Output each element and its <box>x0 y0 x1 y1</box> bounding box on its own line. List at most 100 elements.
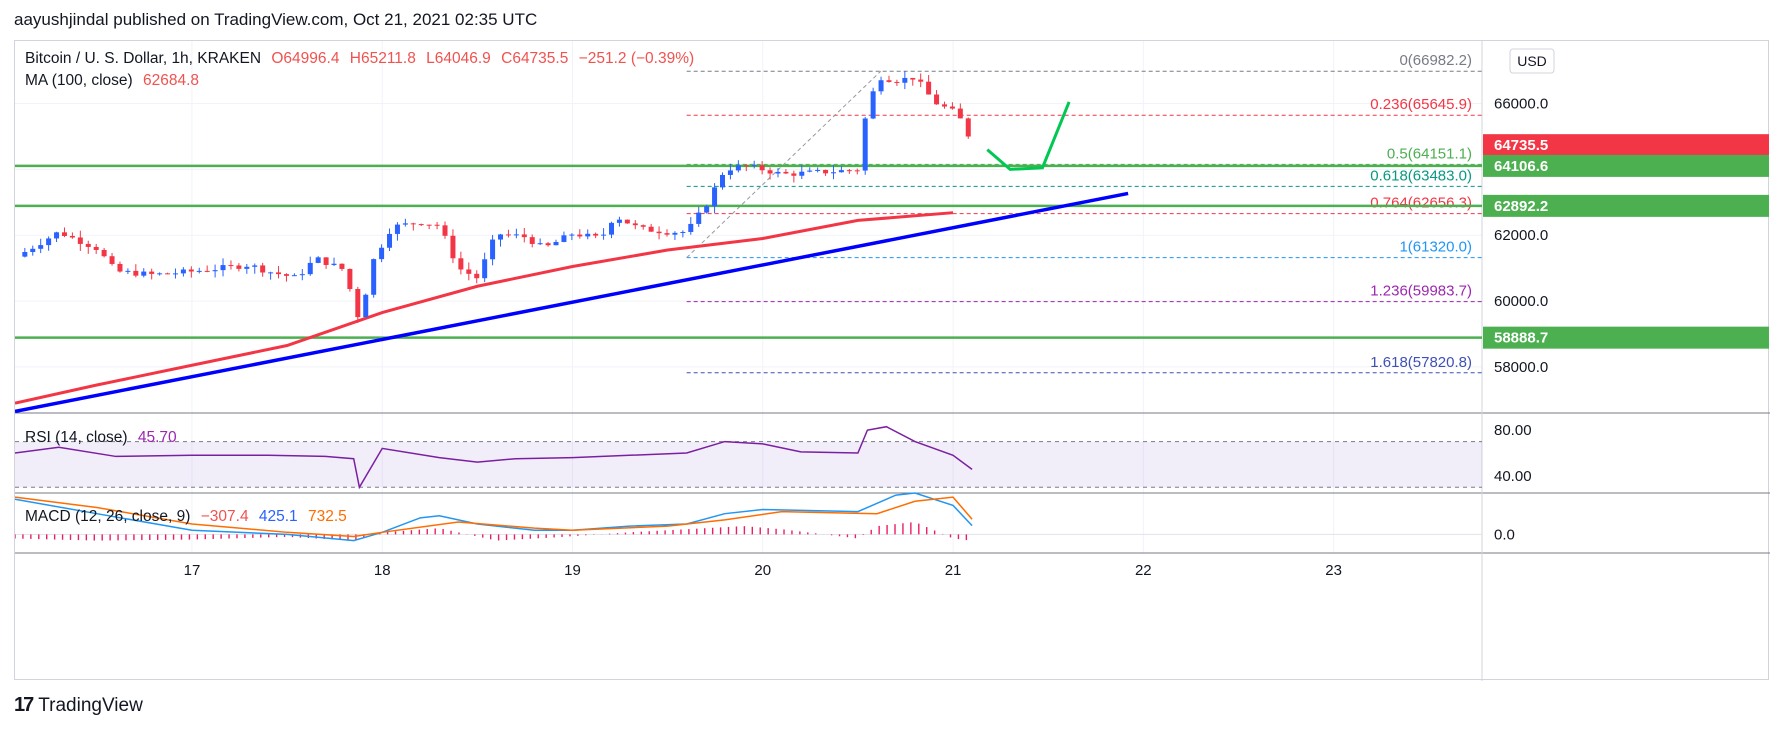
candle-body <box>735 165 741 171</box>
ma-label[interactable]: MA (100, close) <box>25 72 133 89</box>
candle-body <box>38 245 44 249</box>
fib-level-label: 0.764(62656.3) <box>1370 195 1472 212</box>
candle-body <box>347 268 353 290</box>
currency-label: USD <box>1517 53 1547 69</box>
price-label-box <box>1483 326 1769 349</box>
price-label-box <box>1483 154 1769 177</box>
candle-body <box>125 270 131 272</box>
candle-body <box>291 275 297 277</box>
candle-body <box>601 234 607 236</box>
fib-level-label: 0.236(65645.9) <box>1370 96 1472 113</box>
macd-label[interactable]: MACD (12, 26, close, 9) <box>25 508 191 525</box>
fib-level-label: 0.618(63483.0) <box>1370 167 1472 184</box>
candle-body <box>363 294 369 318</box>
close-value: C64735.5 <box>501 50 569 67</box>
candle-body <box>632 223 638 226</box>
candle-body <box>276 272 282 275</box>
candle-body <box>624 219 630 224</box>
candle-body <box>561 235 567 242</box>
candle-body <box>323 257 329 265</box>
candle-body <box>791 173 797 176</box>
price-label-box <box>1483 194 1769 217</box>
candle-body <box>537 243 543 245</box>
low-value: L64046.9 <box>426 50 491 67</box>
candle-body <box>680 231 686 233</box>
price-label-level-64106: 64106.6 <box>1494 158 1548 175</box>
candle-body <box>799 171 805 176</box>
chart-canvas[interactable]: 1718192021222358000.060000.062000.064000… <box>15 41 1770 681</box>
candle-body <box>941 104 947 107</box>
candle-body <box>371 259 377 295</box>
rsi-band <box>15 441 1482 488</box>
candle-body <box>387 233 393 248</box>
candle-body <box>521 234 527 238</box>
candle-body <box>268 272 274 274</box>
candle-body <box>54 232 60 239</box>
y-tick-label: 58000.0 <box>1494 359 1548 376</box>
candle-body <box>402 223 408 225</box>
candle-body <box>85 243 91 247</box>
currency-badge <box>1509 48 1555 74</box>
candle-body <box>331 263 337 265</box>
rsi-label[interactable]: RSI (14, close) <box>25 429 128 446</box>
candle-body <box>577 234 583 237</box>
candle-body <box>767 170 773 174</box>
candle-body <box>260 265 266 273</box>
candle-body <box>926 81 932 95</box>
candle-body <box>450 235 456 259</box>
macd-signal-value: 732.5 <box>307 508 347 525</box>
candle-body <box>212 270 218 272</box>
candle-body <box>307 262 313 275</box>
candle-body <box>918 79 924 82</box>
candle-body <box>236 265 242 269</box>
candle-body <box>751 165 757 167</box>
rsi-line <box>15 425 973 490</box>
high-value: H65211.8 <box>349 50 416 67</box>
candle-body <box>910 77 916 80</box>
symbol-label[interactable]: Bitcoin / U. S. Dollar, 1h, KRAKEN <box>25 50 262 67</box>
candle-body <box>704 206 710 213</box>
candle-body <box>283 274 289 276</box>
chart-frame[interactable]: 1718192021222358000.060000.062000.064000… <box>14 40 1770 681</box>
x-tick-label: 20 <box>754 562 771 579</box>
candle-body <box>252 265 258 267</box>
price-label-level-58888: 58888.7 <box>1494 330 1548 347</box>
candle-body <box>609 222 615 235</box>
tradingview-logo[interactable]: 17 TradingView <box>14 694 143 717</box>
candle-body <box>77 237 83 244</box>
candle-body <box>133 270 139 276</box>
candle-body <box>616 219 622 223</box>
candle-body <box>165 273 171 275</box>
x-tick-label: 19 <box>564 562 581 579</box>
candle-body <box>482 259 488 279</box>
candle-body <box>188 269 194 272</box>
candle-body <box>664 233 670 235</box>
y-tick-label: 60000.0 <box>1494 293 1548 310</box>
candle-body <box>498 234 504 240</box>
candle-body <box>846 170 852 172</box>
candle-body <box>759 165 765 171</box>
candle-body <box>22 252 28 257</box>
candle-body <box>172 273 178 275</box>
candle-body <box>458 258 464 270</box>
macd-legend: MACD (12, 26, close, 9) −307.4 425.1 732… <box>25 508 353 526</box>
candle-body <box>244 266 250 269</box>
macd-line <box>15 492 973 542</box>
candle-body <box>141 271 147 276</box>
candle-body <box>569 234 575 236</box>
fib-trend-diagonal <box>686 70 882 258</box>
candle-body <box>902 77 908 83</box>
candle-body <box>149 271 155 274</box>
candle-body <box>830 172 836 174</box>
tradingview-brand: TradingView <box>38 694 143 716</box>
candle-body <box>593 233 599 236</box>
candle-body <box>719 174 725 188</box>
x-tick-label: 22 <box>1135 562 1152 579</box>
publish-line: aayushjindal published on TradingView.co… <box>14 10 538 29</box>
candle-body <box>743 165 749 167</box>
candle-body <box>30 248 36 253</box>
candle-body <box>854 170 860 172</box>
candle-body <box>418 224 424 226</box>
y-tick-label: 62000.0 <box>1494 227 1548 244</box>
candle-body <box>672 232 678 235</box>
